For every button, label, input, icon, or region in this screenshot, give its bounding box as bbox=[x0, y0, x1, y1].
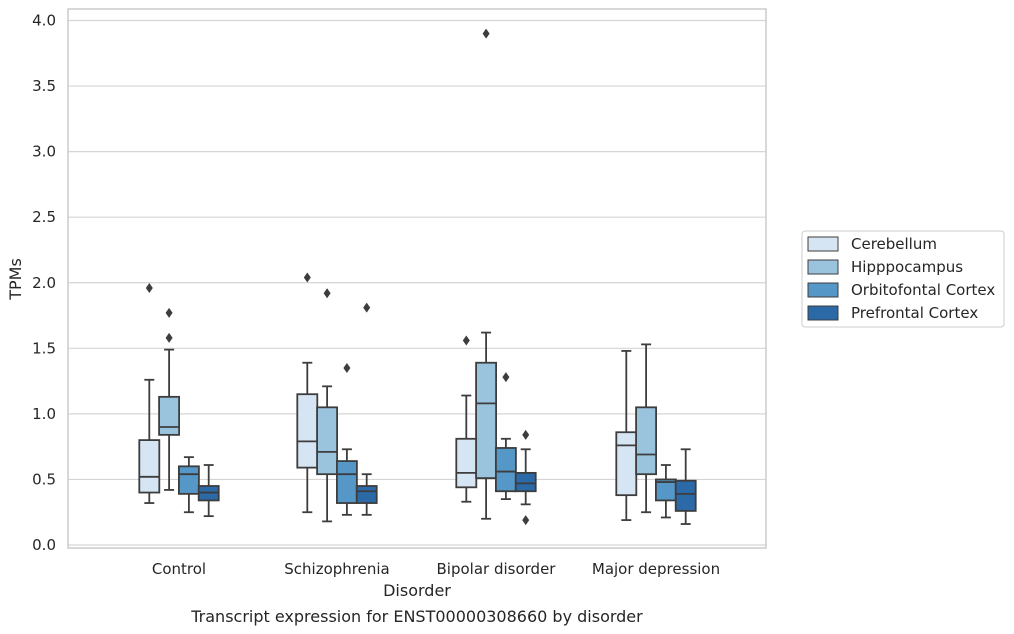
legend-label: Prefrontal Cortex bbox=[851, 304, 978, 322]
x-axis-label: Disorder bbox=[383, 581, 451, 600]
box-iqr bbox=[674, 479, 697, 512]
plot-frame bbox=[67, 8, 767, 549]
outlier-point bbox=[363, 302, 371, 313]
y-tick-label: 3.5 bbox=[32, 77, 56, 95]
box-cerebellum-bipolar-disorder bbox=[455, 335, 478, 503]
x-tick-label: Schizophrenia bbox=[284, 560, 389, 578]
legend-label: Orbitofontal Cortex bbox=[851, 281, 995, 299]
box-iqr bbox=[615, 431, 638, 497]
legend-frame bbox=[801, 230, 1005, 328]
x-tick-labels: Control Schizophrenia Bipolar disorder Majo… bbox=[152, 560, 720, 578]
box-series-group bbox=[138, 28, 697, 526]
y-tick-label: 4.0 bbox=[32, 12, 56, 30]
box-iqr bbox=[635, 406, 657, 476]
x-tick-label: Bipolar disorder bbox=[437, 560, 557, 578]
box-hipppocampus-bipolar-disorder bbox=[475, 28, 498, 520]
outlier-point bbox=[502, 372, 510, 383]
box-iqr bbox=[138, 439, 161, 494]
legend-label: Hipppocampus bbox=[851, 258, 963, 276]
legend-swatch bbox=[807, 282, 839, 298]
y-tick-labels: 0.0 0.5 1.0 1.5 2.0 2.5 3.0 3.5 4.0 bbox=[32, 12, 56, 555]
outlier-point bbox=[462, 335, 470, 346]
box-cerebellum-major-depression bbox=[615, 350, 638, 521]
box-prefrontal-cortex-bipolar-disorder bbox=[514, 429, 537, 526]
box-prefrontal-cortex-control bbox=[197, 464, 220, 518]
box-iqr bbox=[494, 447, 517, 493]
box-iqr bbox=[335, 460, 358, 504]
box-iqr bbox=[296, 393, 319, 469]
box-prefrontal-cortex-major-depression bbox=[674, 448, 697, 525]
chart-caption: Transcript expression for ENST0000030866… bbox=[190, 607, 643, 626]
outlier-point bbox=[165, 332, 173, 343]
legend-swatch bbox=[807, 305, 839, 321]
outlier-point bbox=[343, 362, 351, 373]
box-cerebellum-control bbox=[138, 282, 161, 504]
box-iqr bbox=[355, 485, 378, 504]
box-orbitofontal-cortex-schizophrenia bbox=[335, 362, 358, 516]
outlier-point bbox=[145, 282, 153, 293]
box-orbitofontal-cortex-bipolar-disorder bbox=[494, 372, 517, 501]
outlier-point bbox=[165, 307, 173, 318]
y-tick-label: 0.5 bbox=[32, 470, 56, 488]
outlier-point bbox=[522, 429, 530, 440]
box-iqr bbox=[316, 406, 339, 476]
y-axis-label: TPMs bbox=[6, 258, 25, 301]
outlier-point bbox=[482, 28, 490, 39]
box-iqr bbox=[455, 437, 478, 489]
x-tick-label: Control bbox=[152, 560, 206, 578]
y-tick-label: 2.0 bbox=[32, 274, 56, 292]
y-tick-label: 0.0 bbox=[32, 536, 56, 554]
legend: Cerebellum Hipppocampus Orbitofontal Corte… bbox=[801, 230, 1005, 328]
box-orbitofontal-cortex-control bbox=[177, 456, 200, 514]
y-tick-label: 2.5 bbox=[32, 208, 56, 226]
outlier-point bbox=[522, 515, 530, 526]
box-iqr bbox=[177, 465, 200, 495]
legend-swatch bbox=[807, 236, 839, 252]
plot-background bbox=[68, 9, 766, 548]
box-hipppocampus-major-depression bbox=[635, 343, 657, 514]
outlier-point bbox=[303, 272, 311, 283]
box-hipppocampus-control bbox=[158, 307, 181, 491]
legend-swatch bbox=[807, 259, 839, 275]
box-iqr bbox=[158, 395, 181, 436]
box-orbitofontal-cortex-major-depression bbox=[655, 464, 677, 519]
y-tick-label: 1.0 bbox=[32, 405, 56, 423]
box-iqr bbox=[514, 471, 537, 493]
box-iqr bbox=[475, 361, 498, 480]
y-tick-label: 1.5 bbox=[32, 339, 56, 357]
y-tick-label: 3.0 bbox=[32, 143, 56, 161]
outlier-point bbox=[323, 288, 331, 299]
x-tick-label: Major depression bbox=[592, 560, 720, 578]
box-hipppocampus-schizophrenia bbox=[316, 288, 339, 523]
box-prefrontal-cortex-schizophrenia bbox=[355, 302, 378, 516]
legend-label: Cerebellum bbox=[851, 235, 937, 253]
